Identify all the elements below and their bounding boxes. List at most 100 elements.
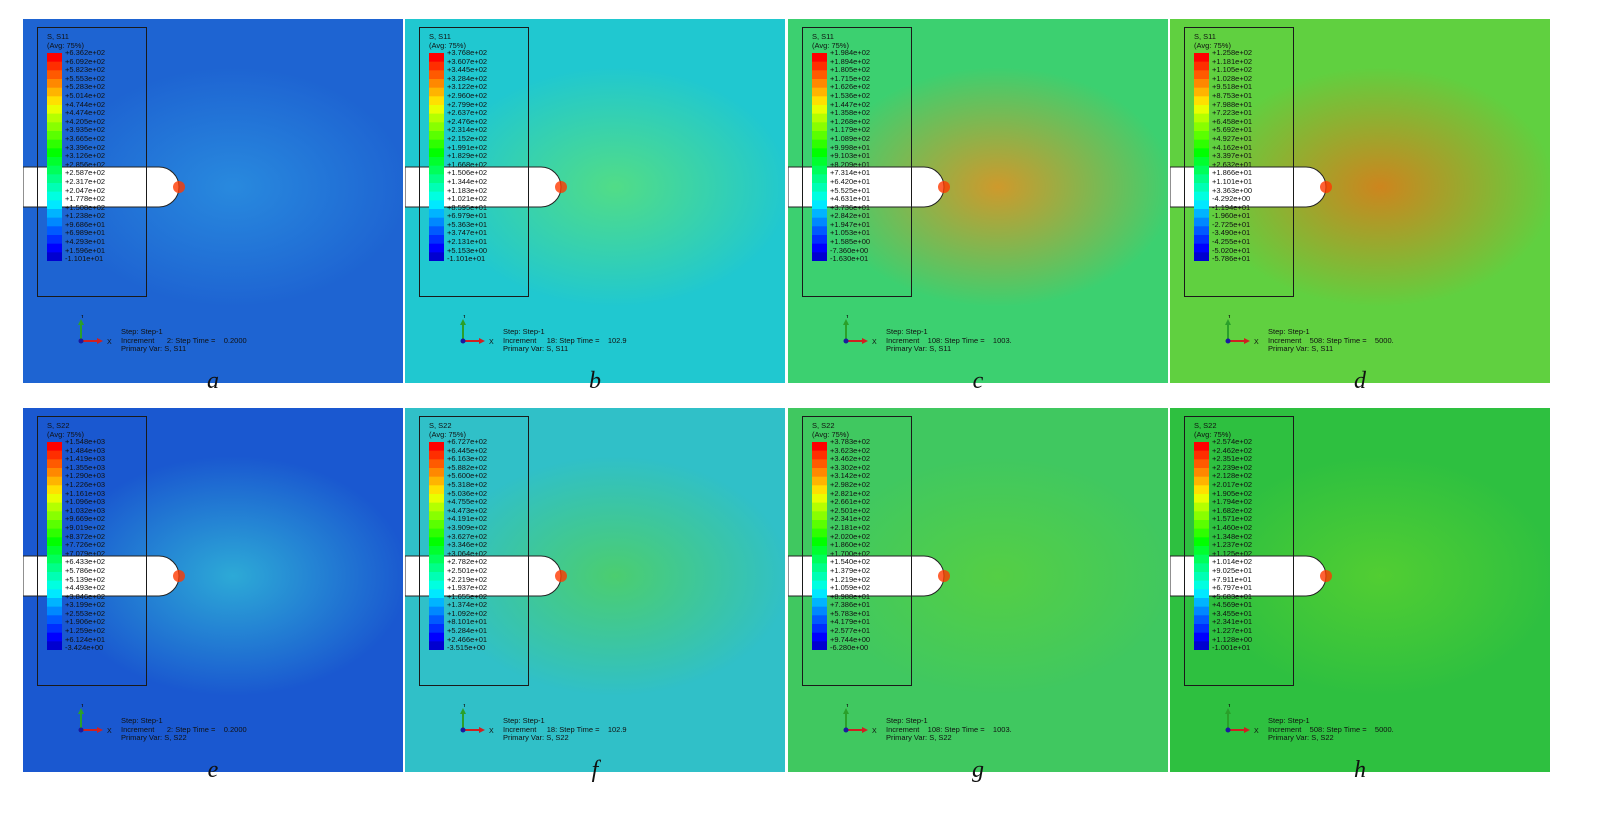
primary-variable: Primary Var: S, S11 [503, 344, 569, 353]
legend-value: +1.596e+01 [65, 245, 106, 255]
legend-band [47, 537, 62, 547]
legend-value: +1.829e+02 [447, 151, 488, 161]
legend-band [1194, 139, 1209, 149]
legend-band [429, 226, 444, 236]
legend-band [47, 459, 62, 469]
legend-value: +1.348e+02 [1212, 531, 1253, 541]
legend-band [429, 572, 444, 581]
legend-value: +1.161e+03 [65, 488, 106, 498]
x-axis-label: X [107, 339, 112, 346]
y-axis-label: Y [845, 704, 850, 709]
legend-value: -1.101e+01 [65, 254, 104, 264]
legend-value: +1.540e+02 [830, 557, 871, 567]
legend-band [812, 546, 827, 555]
legend-band [47, 131, 62, 140]
legend-value: +2.128e+02 [1212, 471, 1253, 481]
legend-value: +1.484e+03 [65, 445, 106, 455]
axis-triad: YX [1225, 315, 1259, 346]
x-axis-label: X [1254, 339, 1259, 346]
legend-value: +1.179e+02 [830, 125, 871, 135]
legend-value: +2.219e+02 [447, 574, 488, 584]
x-axis-label: X [872, 728, 877, 735]
legend-band [429, 502, 444, 512]
axis-triad: YX [843, 704, 877, 735]
legend-band [47, 624, 62, 633]
legend-band [429, 641, 444, 650]
axis-triad: YX [1225, 704, 1259, 735]
legend-value: +8.595e+01 [447, 202, 488, 212]
legend-band [429, 200, 444, 210]
legend-band [429, 511, 444, 521]
legend-color-bar [429, 442, 444, 650]
legend-band [812, 450, 827, 460]
legend-band [47, 572, 62, 581]
legend-color-bar [47, 53, 62, 261]
legend-value: +7.988e+01 [1212, 99, 1253, 109]
legend-band [47, 563, 62, 573]
legend-band [1194, 598, 1209, 607]
legend-band [429, 580, 444, 590]
legend-values: +3.783e+02 +3.623e+02 +3.462e+02 +3.302e+02… [830, 437, 910, 653]
legend-value: +6.458e+01 [1212, 116, 1253, 126]
legend-band [47, 450, 62, 460]
legend-band [1194, 113, 1209, 123]
notch-tip-peak [173, 181, 185, 193]
legend-band [812, 606, 827, 616]
legend-value: +5.683e+01 [1212, 591, 1253, 601]
notch-tip-peak [938, 570, 950, 582]
legend-value: +1.460e+02 [1212, 522, 1253, 532]
legend-value: +5.139e+02 [65, 574, 106, 584]
step-name: Step: Step-1 [886, 327, 928, 336]
legend-band [429, 252, 444, 261]
legend-value: +1.905e+02 [1212, 488, 1253, 498]
legend-value: +1.259e+02 [65, 626, 106, 636]
legend-value: +6.727e+02 [447, 437, 488, 446]
legend-value: +1.227e+01 [1212, 626, 1253, 636]
primary-variable: Primary Var: S, S22 [886, 733, 952, 742]
legend-value: +8.988e+01 [830, 591, 871, 601]
legend-value: +2.047e+02 [65, 185, 106, 195]
legend-value: -4.292e+00 [1212, 194, 1251, 204]
legend-value: +1.571e+02 [1212, 514, 1253, 524]
legend-band [47, 174, 62, 184]
legend-band [47, 598, 62, 607]
panel-caption: b [589, 368, 601, 394]
x-axis-label: X [872, 339, 877, 346]
legend-value: +1.682e+02 [1212, 505, 1253, 515]
legend-band [1194, 226, 1209, 236]
legend-band [812, 572, 827, 581]
legend-value: +1.991e+02 [447, 142, 488, 152]
legend-averaging: (Avg: 75%) [1194, 41, 1231, 50]
legend-band [1194, 235, 1209, 244]
legend-band [47, 243, 62, 253]
legend-band [47, 165, 62, 175]
legend-band [1194, 554, 1209, 564]
x-axis-label: X [1254, 728, 1259, 735]
legend-band [47, 554, 62, 564]
legend-band [812, 615, 827, 625]
legend-band [429, 174, 444, 184]
legend-band [812, 485, 827, 495]
legend-band [812, 641, 827, 650]
legend-value: +6.979e+01 [447, 211, 488, 221]
legend-band [1194, 252, 1209, 261]
legend-band [812, 520, 827, 529]
increment-info: Increment 18: Step Time = 102.9 [503, 335, 627, 345]
legend-value: +7.726e+02 [65, 540, 106, 550]
legend-value: +5.823e+02 [65, 65, 106, 75]
legend-value: -1.960e+01 [1212, 211, 1251, 221]
contour-panel-e: S, S22 (Avg: 75%) +1.548e+03 +1.484e+03 +1.4… [23, 408, 403, 772]
stress-concentration-zone [440, 67, 785, 307]
color-legend: S, S22 (Avg: 75%) +3.783e+02 +3.623e+02 +3.4… [802, 416, 912, 686]
legend-value: +3.935e+02 [65, 125, 106, 135]
legend-band [429, 615, 444, 625]
panel-caption: g [972, 757, 984, 783]
legend-values: +1.548e+03 +1.484e+03 +1.419e+03 +1.355e+03… [65, 437, 145, 653]
legend-value: +1.226e+03 [65, 479, 106, 489]
legend-value: +3.363e+00 [1212, 185, 1253, 195]
legend-value: +3.199e+02 [65, 600, 106, 610]
y-axis-label: Y [462, 704, 467, 709]
legend-band [47, 157, 62, 166]
legend-value: +1.447e+02 [830, 99, 871, 109]
legend-band [47, 468, 62, 477]
